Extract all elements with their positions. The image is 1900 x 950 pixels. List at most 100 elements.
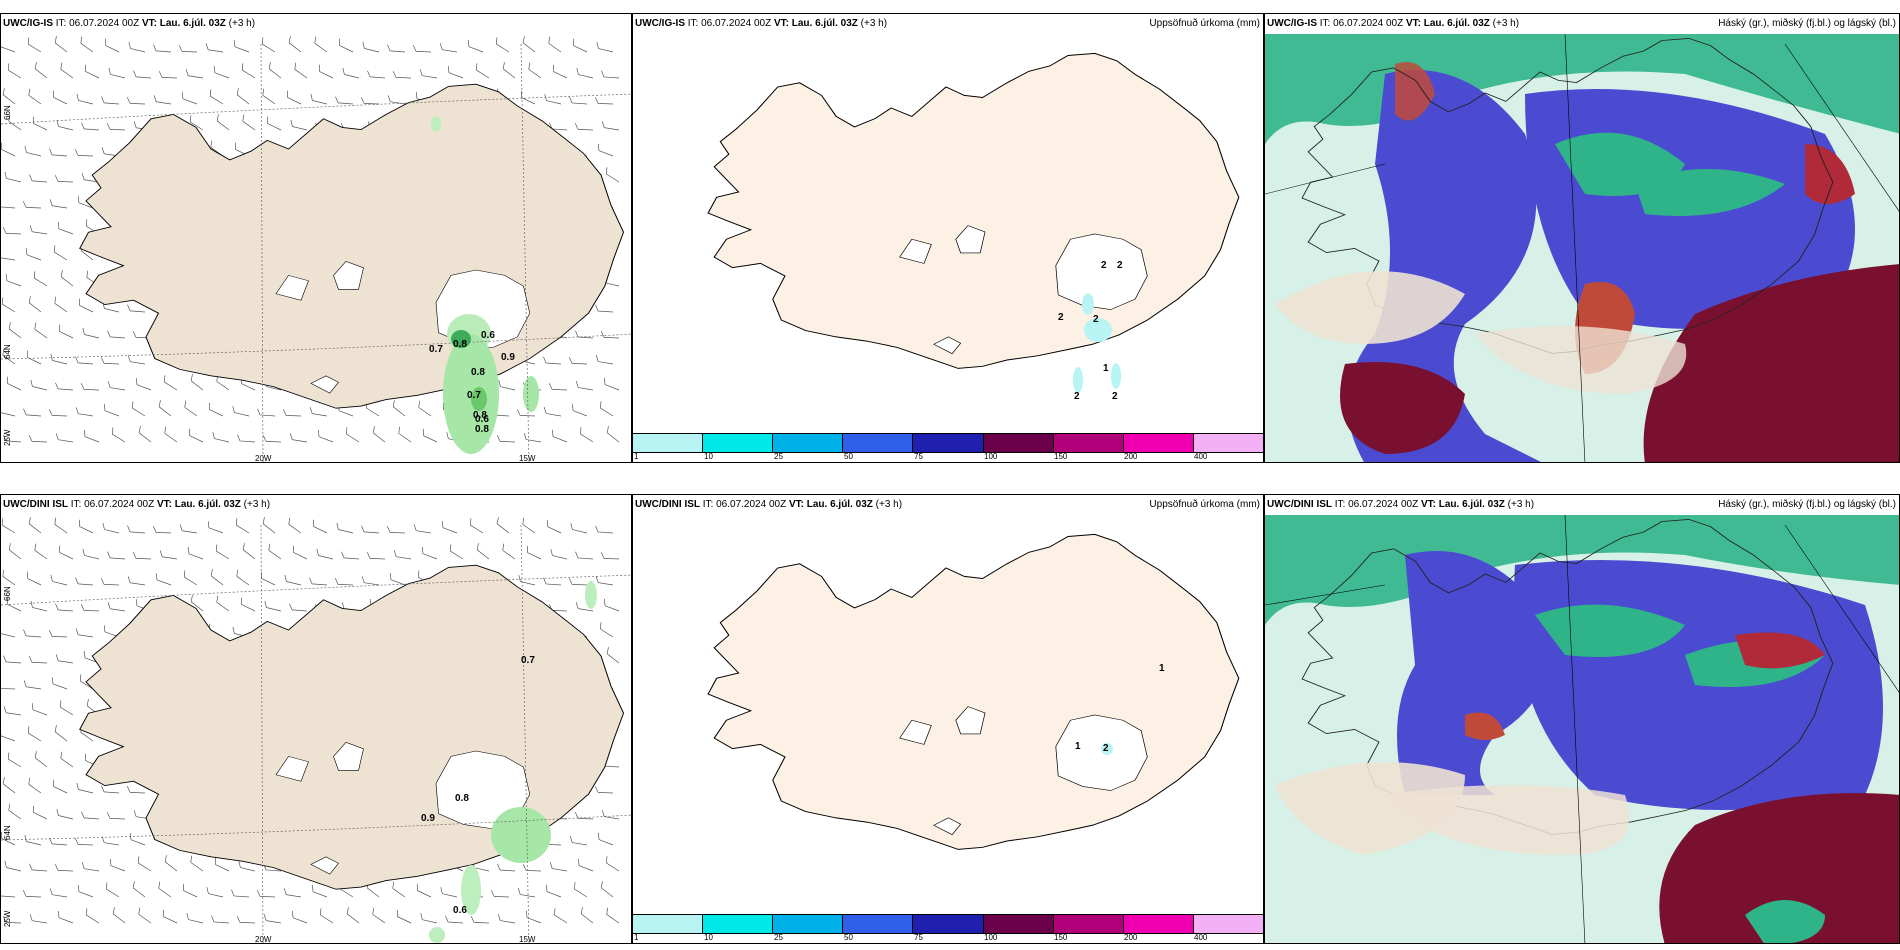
wind-barb [544,93,562,105]
wind-barb [386,526,406,534]
wind-barb [518,574,536,586]
wind-barb [2,227,22,235]
wind-barb [24,834,42,846]
precip-panel-row1: UWC/IG-IS IT: 06.07.2024 00Z VT: Lau. 6.… [632,13,1264,463]
wind-barb [341,551,360,560]
wind-barb [50,353,68,365]
wind-barb [490,890,510,898]
wind-barb [59,324,74,339]
wind-map: 66N 64N 25W 20W 15W 0.6 0.7 0.8 0.8 0.9 … [1,36,631,462]
wind-barb [75,628,94,638]
wind-barb [54,517,68,534]
wind-barb [262,517,276,534]
wind-barb [287,90,302,105]
wind-barb [190,374,204,391]
precip-title: Uppsöfnuð úrkoma (mm) [1149,499,1260,510]
wind-barb [235,518,250,534]
wind-barb [7,63,22,79]
wind-barb [496,517,510,534]
wind-barb [56,808,74,820]
wind-barb [28,88,42,105]
wind-barb [361,525,380,534]
wind-barb [49,888,68,898]
colorbar-ticks: 1 10 25 50 75 100 150 200 400 [633,452,1263,462]
wind-barb [1,206,16,209]
wind-barb [549,862,568,872]
wind-barb [108,67,126,79]
colorbar-segment [983,915,1054,933]
wind-barb [288,36,302,53]
wind-barb [2,348,16,365]
wind-barb [33,271,48,287]
wind-barb [74,149,94,157]
wind-barb [543,356,562,365]
wind-barb [34,751,48,768]
precip-panel-row2: UWC/DINI ISL IT: 06.07.2024 00Z VT: Lau.… [632,494,1264,944]
wind-barb [502,62,516,79]
wind-barb [57,911,74,924]
wind-barb [570,522,588,534]
wind-barb [182,883,198,898]
wind-barb [60,751,74,768]
wind-barb [22,890,42,898]
colorbar-segment [1053,915,1124,933]
wind-barb [543,407,562,417]
wind-barb [111,427,126,443]
wind-barb [129,833,146,846]
wind-barb [28,435,48,443]
wind-barb [242,114,256,131]
wind-barb [393,550,412,560]
wind-barb [54,36,68,53]
wind-barb [396,909,412,924]
wind-barb [548,383,568,391]
colorbar-ticks: 1 10 25 50 75 100 150 200 400 [633,933,1263,943]
wind-barb [569,836,588,846]
colorbar-segment [703,434,774,452]
wind-barb [50,574,68,586]
wind-barb [81,811,100,820]
wind-barb [209,89,224,105]
wind-barb [27,350,42,365]
wind-barb [76,782,94,794]
cloud-panel-row1: UWC/IG-IS IT: 06.07.2024 00Z VT: Lau. 6.… [1264,13,1900,463]
wind-barb [420,913,438,924]
wind-barb [28,656,48,664]
wind-barb [1,688,16,690]
wind-barb [27,571,42,586]
lat-label: 64N [3,344,12,359]
panel-title: UWC/IG-IS IT: 06.07.2024 00Z VT: Lau. 6.… [635,18,888,29]
wind-barb [291,910,308,924]
cloud-panel-row2: UWC/DINI ISL IT: 06.07.2024 00Z VT: Lau.… [1264,494,1900,944]
wind-barb [1,40,16,53]
iceland-land [707,533,1240,851]
value-label: 2 [1112,391,1118,402]
precip-area [1084,318,1112,342]
wind-barb [568,578,588,586]
wind-barb [264,600,282,612]
wind-barb [164,426,178,443]
wind-barb [236,569,250,586]
wind-barb [131,401,146,417]
wind-barb [389,573,406,586]
wind-barb [598,832,614,846]
precip-title: Uppsöfnuð úrkoma (mm) [1149,18,1260,29]
wind-barb [7,597,22,612]
glacier [1055,233,1148,311]
wind-barb [183,570,198,586]
value-label: 2 [1117,260,1123,271]
wind-barb [23,680,42,690]
wind-barb [367,70,386,79]
lat-label: 64N [1261,813,1264,828]
wind-barb [552,429,568,443]
cloud-map [1265,514,1899,943]
colorbar [633,433,1263,453]
wind-barb [362,41,380,53]
wind-barb [5,274,22,287]
wind-barb [107,330,126,339]
wind-barb [105,882,120,898]
wind-barb [550,548,568,560]
wind-barb [184,400,198,417]
wind-barb [189,115,204,131]
value-label: 0.8 [475,424,489,435]
panel-title: UWC/DINI ISL IT: 06.07.2024 00Z VT: Lau.… [1267,499,1535,510]
